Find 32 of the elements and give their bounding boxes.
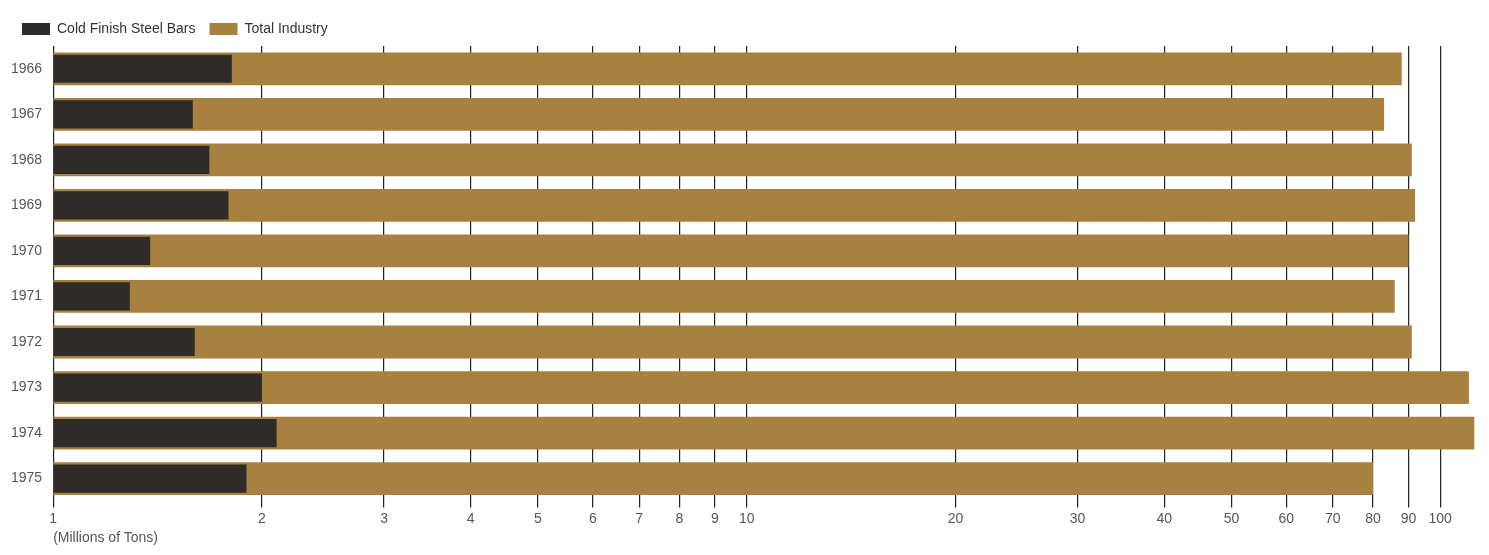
y-tick-label: 1971 <box>10 287 43 304</box>
y-tick-label: 1967 <box>10 105 43 122</box>
x-tick-label: 4 <box>466 509 475 526</box>
x-tick-label: 5 <box>534 509 542 526</box>
x-tick-label: 3 <box>380 509 389 526</box>
x-tick-label: 90 <box>1400 509 1417 526</box>
x-tick-label: 8 <box>675 509 684 526</box>
x-tick-label: 40 <box>1156 509 1173 526</box>
y-tick-label: 1966 <box>10 59 43 76</box>
x-tick-label: 60 <box>1278 509 1295 526</box>
legend-label: Total Industry <box>244 19 328 36</box>
x-tick-label: 1 <box>49 509 58 526</box>
x-axis-title: (Millions of Tons) <box>53 529 158 546</box>
x-tick-label: 80 <box>1365 509 1381 526</box>
x-tick-label: 50 <box>1223 509 1240 526</box>
x-tick-label: 10 <box>738 509 755 526</box>
x-tick-label: 100 <box>1428 509 1453 526</box>
y-tick-label: 1968 <box>10 150 43 167</box>
x-tick-label: 7 <box>635 509 644 526</box>
y-tick-label: 1970 <box>10 241 43 258</box>
x-tick-label: 6 <box>588 509 597 526</box>
y-tick-label: 1972 <box>10 332 43 349</box>
x-tick-label: 30 <box>1069 509 1086 526</box>
legend-label: Cold Finish Steel Bars <box>57 19 196 36</box>
x-tick-label: 2 <box>258 509 267 526</box>
y-tick-label: 1974 <box>10 423 43 440</box>
x-tick-label: 9 <box>711 509 720 526</box>
y-tick-label: 1969 <box>10 196 43 213</box>
y-tick-label: 1975 <box>10 469 43 486</box>
x-tick-label: 70 <box>1324 509 1341 526</box>
y-tick-label: 1973 <box>10 378 43 395</box>
x-tick-label: 20 <box>947 509 964 526</box>
